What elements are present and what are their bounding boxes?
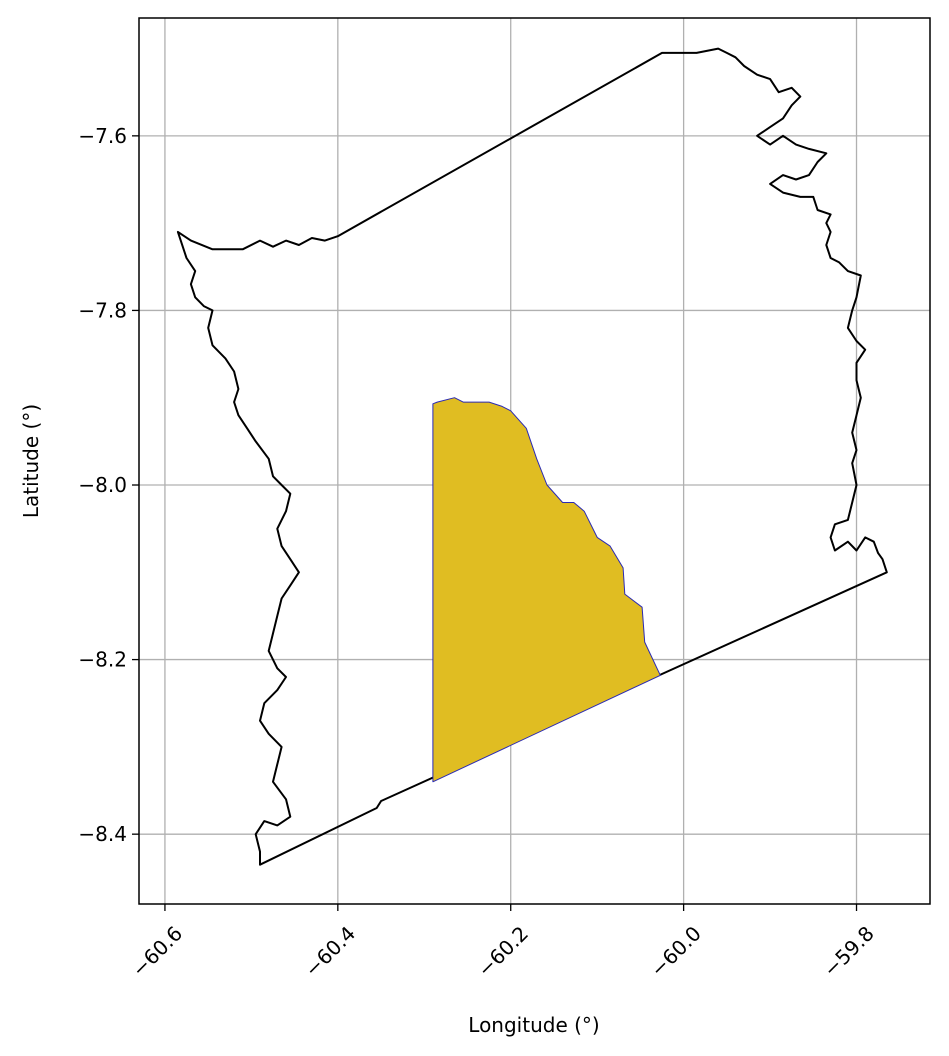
- y-tick-label: −7.6: [78, 124, 127, 148]
- y-tick-label: −8.0: [78, 473, 127, 497]
- boundary-outline: [176, 47, 888, 866]
- y-axis-ticks: −7.6 −7.8 −8.0 −8.2 −8.4: [78, 124, 139, 846]
- y-tick-label: −8.4: [78, 822, 127, 846]
- y-axis-label: Latitude (°): [19, 404, 43, 518]
- highlighted-region: [432, 397, 661, 783]
- map-layers: [176, 47, 888, 866]
- y-tick-label: −7.8: [78, 298, 127, 322]
- x-axis-label: Longitude (°): [468, 1013, 599, 1037]
- y-tick-label: −8.2: [78, 648, 127, 672]
- plot-frame: [138, 17, 931, 905]
